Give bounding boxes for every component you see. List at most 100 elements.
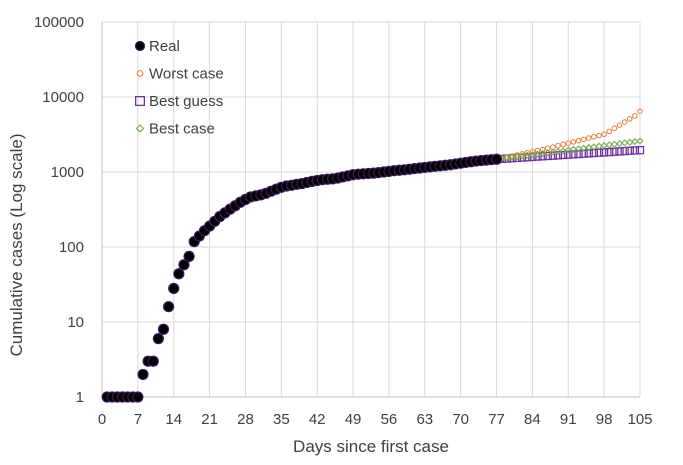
data-point xyxy=(585,135,592,141)
data-point xyxy=(620,146,629,156)
data-point xyxy=(596,132,602,139)
x-tick-label: 0 xyxy=(98,411,106,428)
data-point xyxy=(163,301,175,313)
data-point xyxy=(564,150,573,159)
data-point xyxy=(631,138,639,146)
data-point xyxy=(168,282,180,295)
data-point xyxy=(519,151,525,157)
y-tick-label: 1000 xyxy=(51,164,84,181)
data-point xyxy=(606,128,613,135)
x-tick-labels: 0 7 14 21 28 35 42 49 56 63 70 77 84 91 98 105 xyxy=(98,411,653,428)
legend-label: Real xyxy=(149,38,180,55)
x-tick-label: 21 xyxy=(201,411,218,428)
data-point xyxy=(524,149,531,156)
data-point xyxy=(574,149,583,159)
data-point xyxy=(569,150,578,159)
data-point xyxy=(539,146,546,153)
y-tick-labels: 1 10 100 1000 10000 100000 xyxy=(34,14,84,406)
data-point xyxy=(621,139,629,147)
x-tick-label: 70 xyxy=(452,411,469,428)
data-point xyxy=(621,119,628,125)
data-point xyxy=(626,116,633,122)
data-point xyxy=(152,333,164,345)
data-point xyxy=(575,137,582,144)
y-tick-label: 1 xyxy=(76,389,84,406)
axes xyxy=(101,22,640,398)
data-point xyxy=(636,137,644,145)
data-point xyxy=(534,147,541,154)
x-tick-label: 77 xyxy=(488,411,505,428)
legend-item: Best case xyxy=(135,121,215,138)
data-point xyxy=(514,152,520,158)
data-point xyxy=(538,152,547,161)
legend-marker xyxy=(135,124,145,133)
data-point xyxy=(183,250,195,262)
x-tick-label: 105 xyxy=(627,411,652,428)
y-tick-label: 10000 xyxy=(42,89,84,106)
data-point xyxy=(178,259,190,271)
x-tick-label: 56 xyxy=(381,411,398,428)
data-point xyxy=(570,139,577,145)
series-best-guess xyxy=(102,145,645,402)
data-point xyxy=(560,141,566,148)
data-point xyxy=(632,113,638,119)
y-tick-label: 100 xyxy=(59,239,84,256)
data-point xyxy=(605,141,613,149)
legend-marker xyxy=(134,40,146,52)
x-tick-label: 42 xyxy=(309,411,326,428)
legend-item: Real xyxy=(134,38,180,55)
data-point xyxy=(173,268,185,280)
legend-marker xyxy=(134,95,146,107)
legend-label: Best guess xyxy=(149,93,223,110)
series-real xyxy=(101,153,503,403)
data-point xyxy=(565,140,572,146)
data-point xyxy=(553,151,563,160)
data-point xyxy=(635,145,645,155)
x-tick-label: 84 xyxy=(524,411,541,428)
legend: Real Worst case Best guess Best case xyxy=(134,38,224,138)
data-point xyxy=(555,142,561,149)
legend-marker xyxy=(136,70,144,77)
data-point xyxy=(605,147,614,157)
data-point xyxy=(589,148,599,158)
y-tick-label: 100000 xyxy=(34,14,84,31)
x-tick-label: 63 xyxy=(416,411,433,428)
data-point xyxy=(610,140,618,148)
data-point xyxy=(137,368,149,381)
data-point xyxy=(594,148,604,157)
x-tick-label: 35 xyxy=(273,411,290,428)
data-point xyxy=(529,148,536,155)
data-point xyxy=(132,391,144,403)
data-point xyxy=(637,108,643,115)
y-axis-title: Cumulative cases (Log scale) xyxy=(7,134,26,357)
x-tick-label: 14 xyxy=(165,411,182,428)
data-point xyxy=(558,150,568,160)
x-tick-label: 91 xyxy=(560,411,577,428)
data-point xyxy=(610,147,619,156)
data-point xyxy=(611,125,618,132)
legend-label: Worst case xyxy=(149,66,224,83)
data-point xyxy=(147,355,159,367)
x-tick-label: 98 xyxy=(596,411,613,428)
data-point xyxy=(626,138,634,146)
data-point xyxy=(580,136,587,143)
legend-item: Worst case xyxy=(136,66,224,83)
data-point xyxy=(630,146,640,155)
data-point xyxy=(615,147,624,156)
data-point xyxy=(595,142,603,150)
x-tick-label: 7 xyxy=(134,411,142,428)
legend-label: Best case xyxy=(149,121,215,138)
data-point xyxy=(601,131,607,138)
x-tick-label: 49 xyxy=(345,411,362,428)
data-point xyxy=(625,146,634,155)
data-point xyxy=(490,153,503,165)
y-tick-label: 10 xyxy=(67,314,84,331)
x-tick-label: 28 xyxy=(237,411,254,428)
data-point xyxy=(591,133,597,140)
data-series xyxy=(101,108,645,403)
legend-item: Best guess xyxy=(134,93,223,110)
data-point xyxy=(157,323,170,335)
data-point xyxy=(548,151,558,160)
x-axis-title: Days since first case xyxy=(293,437,449,456)
